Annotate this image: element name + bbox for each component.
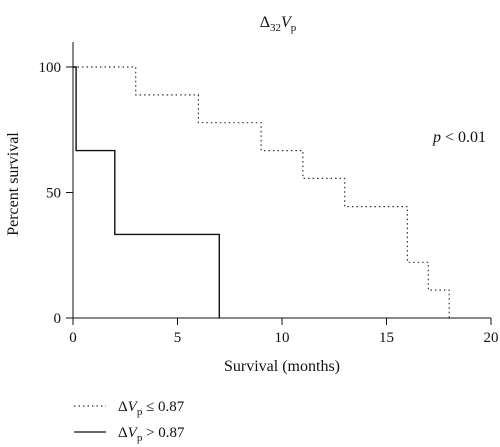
- y-axis-title: Percent survival: [5, 132, 22, 236]
- p-value-annotation: p < 0.01: [432, 129, 486, 146]
- y-axis-ticks: 0 50 100: [39, 60, 73, 327]
- x-tick-label: 15: [379, 330, 394, 346]
- legend-label-series-1: ΔVp ≤ 0.87: [118, 399, 185, 418]
- legend-label-series-2: ΔVp > 0.87: [118, 425, 185, 444]
- y-tick-label: 100: [39, 60, 62, 76]
- y-tick-label: 50: [46, 186, 61, 202]
- series-line-1: [73, 66, 450, 318]
- chart-title: Δ32Vp: [260, 14, 297, 34]
- legend: ΔVp ≤ 0.87 ΔVp > 0.87: [74, 399, 185, 444]
- x-tick-label: 20: [484, 330, 499, 346]
- series-line-2: [73, 66, 220, 318]
- x-tick-label: 10: [275, 330, 290, 346]
- x-axis-ticks: 0 5 10 15 20: [69, 318, 499, 346]
- x-tick-label: 5: [174, 330, 182, 346]
- series-layer: [73, 66, 450, 318]
- x-tick-label: 0: [69, 330, 77, 346]
- x-axis-title: Survival (months): [224, 358, 340, 375]
- y-tick-label: 0: [54, 311, 62, 327]
